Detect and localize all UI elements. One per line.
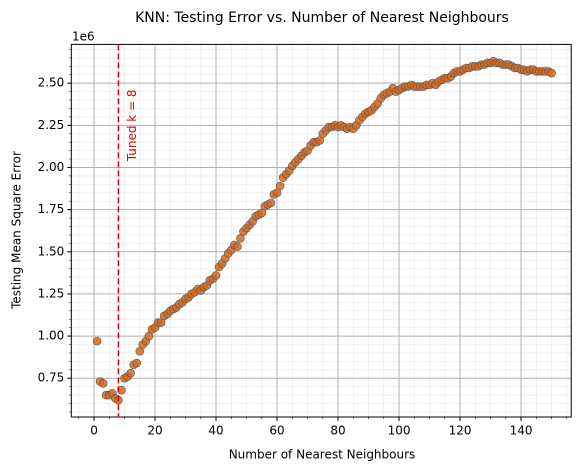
x-tick-label: 100: [388, 424, 411, 438]
point: [92, 336, 102, 346]
point: [275, 181, 285, 191]
y-tick-label: 2.50: [38, 76, 65, 90]
point: [233, 242, 242, 252]
x-tick-label: 60: [269, 424, 284, 438]
x-tick-label: 0: [90, 424, 98, 438]
y-offset-label: 1e6: [72, 30, 95, 44]
y-tick-label: 2.00: [38, 160, 65, 174]
y-tick-label: 1.50: [38, 244, 65, 258]
point: [126, 368, 135, 378]
y-tick-label: 2.25: [38, 118, 65, 132]
y-tick-label: 1.00: [38, 329, 65, 343]
point: [547, 68, 556, 78]
x-tick-label: 80: [330, 424, 345, 438]
x-axis-label: Number of Nearest Neighbours: [229, 448, 416, 462]
point: [98, 378, 108, 388]
reference-label: Tuned k = 8: [125, 89, 139, 162]
plot-frame: [70, 43, 572, 418]
y-tick-label: 0.75: [38, 371, 65, 385]
x-tick-label: 140: [510, 424, 533, 438]
y-tick-label: 1.25: [38, 286, 65, 300]
point: [266, 198, 276, 208]
x-tick-label: 20: [147, 424, 162, 438]
x-tick-label: 120: [449, 424, 472, 438]
y-axis-label: Testing Mean Square Error: [10, 151, 24, 310]
y-tick-label: 1.75: [38, 202, 65, 216]
x-tick-label: 40: [208, 424, 223, 438]
point: [132, 358, 142, 368]
point: [211, 271, 221, 280]
point: [117, 385, 126, 395]
chart-title: KNN: Testing Error vs. Number of Nearest…: [135, 10, 509, 26]
